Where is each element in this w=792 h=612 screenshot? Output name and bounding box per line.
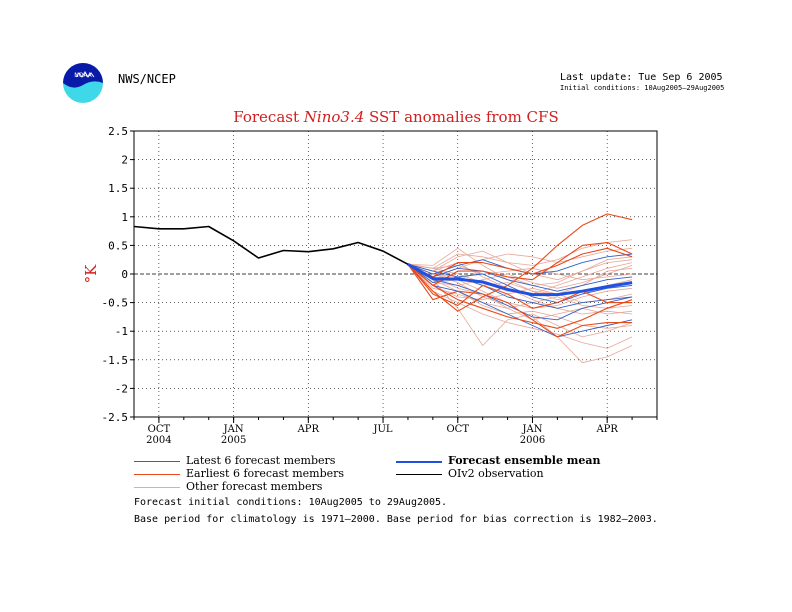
other-member-line	[407, 263, 633, 346]
y-axis-label: °K	[82, 264, 100, 284]
other-member-line	[407, 264, 633, 349]
x-tick-label: JAN	[223, 424, 244, 435]
note-base-period: Base period for climatology is 1971–2000…	[134, 514, 658, 525]
other-member-line	[407, 247, 633, 278]
noaa-emblem-icon: NOAA	[63, 63, 103, 103]
y-tick-label: -1	[115, 325, 128, 338]
update-info: Last update: Tue Sep 6 2005 Initial cond…	[560, 72, 724, 94]
x-tick-year: 2005	[221, 435, 246, 446]
x-tick-label: OCT	[446, 424, 469, 435]
other-member-line	[407, 239, 633, 269]
grid-lines	[134, 131, 657, 417]
earliest-member-line	[407, 263, 633, 329]
observation-line	[133, 225, 409, 266]
logo-text: NOAA	[74, 72, 92, 79]
y-axis: 2.5 2 1.5 1 0.5 0 -0.5 -1 -1.5 -2 -2.5	[102, 125, 134, 424]
y-tick-label: -1.5	[102, 354, 129, 367]
latest-member-line	[407, 263, 633, 309]
y-tick-label: 0	[121, 268, 128, 281]
latest-member-line	[407, 263, 633, 292]
earliest-member-line	[407, 263, 633, 338]
y-tick-label: -2.5	[102, 411, 129, 424]
note-initial-conditions: Forecast initial conditions: 10Aug2005 t…	[134, 497, 448, 508]
earliest-member-line	[407, 263, 633, 309]
other-member-line	[407, 263, 633, 329]
y-tick-label: 1.5	[108, 182, 128, 195]
x-tick-year: 2006	[520, 435, 545, 446]
noaa-logo: NOAA	[62, 62, 104, 104]
x-tick-label: OCT	[148, 424, 171, 435]
observation-group	[133, 225, 409, 266]
x-tick-label: APR	[297, 424, 320, 435]
other-member-line	[407, 250, 633, 281]
y-tick-label: -2	[115, 382, 128, 395]
last-update: Last update: Tue Sep 6 2005	[560, 72, 723, 83]
y-tick-label: 2	[121, 154, 128, 167]
org-label: NWS/NCEP	[118, 72, 176, 86]
title-prefix: Forecast	[233, 108, 304, 126]
legend-line-other	[134, 487, 180, 488]
earliest-member-line	[407, 247, 633, 278]
y-tick-label: 0.5	[108, 239, 128, 252]
legend-earliest: Earliest 6 forecast members	[186, 467, 345, 480]
initial-conditions-short: Initial conditions: 10Aug2005–29Aug2005	[560, 84, 725, 92]
legend-other: Other forecast members	[186, 480, 323, 493]
legend-line-earliest	[134, 474, 180, 475]
earliest-member-line	[407, 213, 633, 312]
chart-title: Forecast Nino3.4 SST anomalies from CFS	[0, 108, 792, 126]
ensemble-mean-line	[407, 262, 633, 297]
x-tick-year: 2004	[146, 435, 171, 446]
y-tick-label: 1	[121, 211, 128, 224]
legend-latest: Latest 6 forecast members	[186, 454, 336, 467]
title-suffix: SST anomalies from CFS	[364, 108, 559, 126]
y-tick-label: 2.5	[108, 125, 128, 138]
legend-line-obs	[396, 474, 442, 475]
legend-line-mean	[396, 461, 442, 463]
other-member-line	[407, 263, 633, 309]
legend-mean: Forecast ensemble mean	[448, 454, 601, 467]
x-tick-label: JAN	[521, 424, 542, 435]
x-tick-label: APR	[595, 424, 618, 435]
title-italic: Nino3.4	[303, 108, 365, 126]
x-tick-label: JUL	[373, 424, 393, 435]
y-tick-label: -0.5	[102, 297, 129, 310]
other-member-line	[407, 256, 633, 286]
other-member-line	[407, 263, 633, 281]
ensemble-mean-group	[407, 262, 633, 297]
legend-line-latest	[134, 461, 180, 462]
legend-obs: OIv2 observation	[448, 467, 544, 480]
